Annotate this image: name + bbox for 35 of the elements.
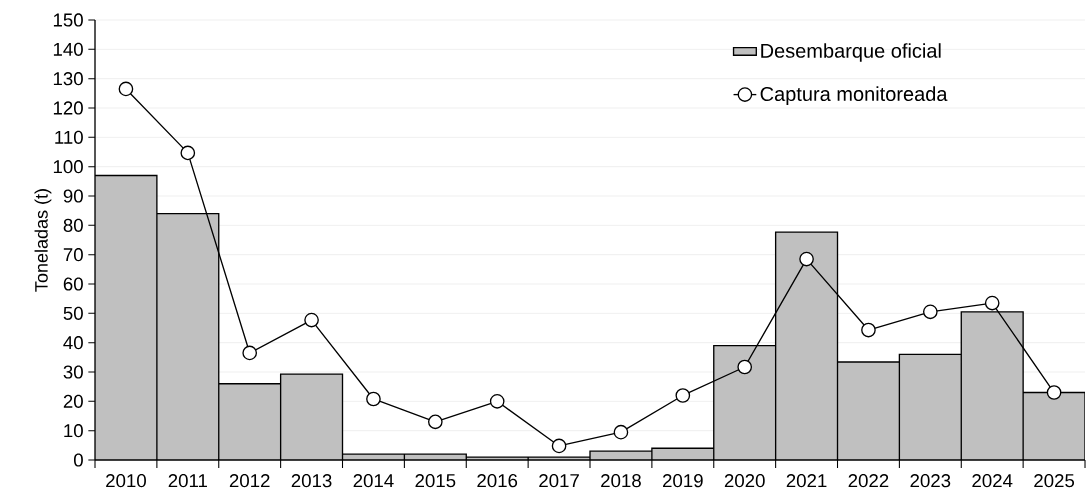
x-tick-label: 2018 <box>601 474 641 488</box>
x-tick-label: 2013 <box>291 474 332 488</box>
y-tick-label: 80 <box>63 218 83 232</box>
x-tick-label: 2024 <box>972 474 1013 488</box>
y-tick-label: 140 <box>53 42 83 56</box>
y-tick-label: 90 <box>63 189 83 203</box>
x-tick-label: 2016 <box>477 474 518 488</box>
y-tick-label: 20 <box>63 394 83 408</box>
legend-label: Captura monitoreada <box>760 86 948 105</box>
x-tick-label: 2023 <box>910 474 951 488</box>
x-tick-label: 2010 <box>106 474 146 488</box>
x-tick-label: 2012 <box>229 474 270 488</box>
x-tick-label: 2021 <box>786 474 827 488</box>
x-tick-label: 2011 <box>168 474 207 488</box>
y-tick-label: 30 <box>63 365 83 379</box>
y-tick-label: 120 <box>53 101 83 115</box>
y-tick-label: 60 <box>63 277 83 291</box>
y-tick-label: 40 <box>63 336 83 350</box>
legend-label: Desembarque oficial <box>761 43 941 62</box>
x-tick-label: 2025 <box>1034 474 1075 488</box>
x-tick-label: 2014 <box>353 474 394 488</box>
y-tick-label: 100 <box>53 160 83 174</box>
y-tick-label: 10 <box>64 424 83 438</box>
y-tick-label: 50 <box>63 306 83 320</box>
y-tick-label: 110 <box>55 130 83 144</box>
x-tick-label: 2017 <box>539 474 579 488</box>
y-axis-title: Toneladas (t) <box>34 189 52 292</box>
y-tick-label: 0 <box>73 453 83 467</box>
y-tick-label: 70 <box>63 248 83 262</box>
x-tick-label: 2015 <box>415 474 456 488</box>
x-tick-label: 2022 <box>848 474 889 488</box>
x-tick-label: 2020 <box>724 474 765 488</box>
y-tick-label: 130 <box>53 72 83 86</box>
x-tick-label: 2019 <box>663 474 703 488</box>
y-tick-label: 150 <box>53 13 83 27</box>
